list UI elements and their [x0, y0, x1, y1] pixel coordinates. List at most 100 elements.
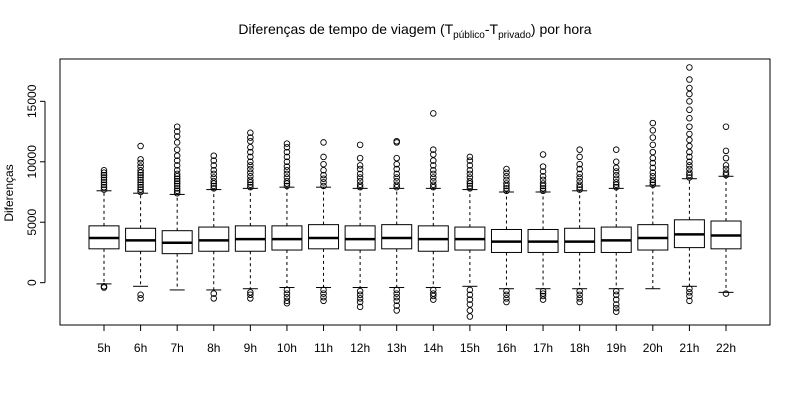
outlier-point — [576, 186, 583, 193]
outlier-point — [393, 174, 400, 181]
outlier-point — [612, 179, 620, 186]
outlier-point — [722, 147, 730, 155]
outlier-point — [503, 185, 510, 192]
outlier-point — [210, 185, 218, 192]
y-axis-label: Diferenças — [2, 164, 16, 221]
outlier-point — [722, 169, 730, 176]
outlier-point — [393, 293, 400, 301]
outlier-point — [393, 165, 400, 173]
outlier-point — [686, 98, 693, 105]
outlier-point — [430, 174, 437, 181]
outlier-point — [576, 177, 583, 185]
outlier-point — [686, 64, 693, 71]
outlier-point — [247, 176, 254, 184]
outlier-point — [466, 177, 474, 185]
outlier-point — [686, 165, 693, 173]
outlier-point — [393, 307, 400, 314]
outlier-point — [430, 181, 437, 188]
outlier-point — [283, 153, 291, 161]
outlier-point — [430, 151, 437, 158]
x-tick-label: 19h — [606, 341, 626, 355]
outlier-point — [686, 174, 693, 181]
outlier-point — [649, 181, 657, 188]
outlier-point — [100, 169, 108, 176]
outlier-point — [649, 127, 657, 134]
outlier-point — [100, 171, 108, 179]
outlier-point — [100, 284, 108, 291]
outlier-point — [686, 136, 693, 144]
outlier-point — [137, 159, 144, 167]
outlier-point — [247, 129, 254, 137]
box-10h — [271, 140, 303, 307]
title-sub-privado: privado — [498, 30, 531, 41]
outlier-point — [356, 174, 364, 181]
outlier-point — [539, 176, 547, 184]
outlier-point — [247, 134, 254, 141]
box-8h — [198, 152, 230, 302]
outlier-point — [649, 119, 657, 127]
x-tick-label: 15h — [460, 341, 480, 355]
outlier-point — [539, 292, 547, 300]
outlier-point — [612, 183, 620, 191]
outlier-point — [100, 174, 108, 181]
outlier-point — [100, 179, 108, 186]
outlier-point — [576, 291, 583, 299]
outlier-point — [283, 140, 291, 147]
outlier-point — [356, 181, 364, 188]
outlier-point — [576, 174, 583, 181]
outlier-point — [576, 160, 583, 168]
outlier-point — [576, 146, 583, 153]
outlier-point — [247, 137, 254, 145]
outlier-point — [503, 169, 510, 176]
outlier-point — [430, 296, 437, 303]
outlier-point — [320, 160, 327, 168]
outlier-point — [173, 189, 181, 197]
outlier-point — [210, 162, 218, 169]
outlier-point — [356, 291, 364, 299]
x-tick-label: 12h — [350, 341, 370, 355]
outlier-point — [539, 173, 547, 180]
outlier-point — [137, 181, 144, 188]
outlier-point — [466, 296, 474, 303]
title-prefix: Diferenças de tempo de viagem (T — [238, 21, 453, 37]
box-14h — [417, 110, 449, 303]
outlier-point — [466, 313, 474, 320]
outlier-point — [539, 185, 547, 192]
x-tick-label: 20h — [643, 341, 663, 355]
outlier-point — [686, 130, 693, 138]
title-mid: -T — [485, 21, 499, 37]
outlier-point — [283, 177, 291, 185]
outlier-point — [100, 176, 108, 184]
outlier-point — [137, 295, 144, 302]
outlier-point — [137, 174, 144, 181]
outlier-point — [686, 90, 693, 98]
outlier-point — [173, 146, 181, 153]
outlier-point — [576, 181, 583, 188]
outlier-point — [393, 290, 400, 297]
outlier-point — [466, 286, 474, 294]
outlier-point — [539, 287, 547, 295]
outlier-point — [503, 180, 510, 187]
outlier-point — [466, 162, 474, 169]
outlier-point — [137, 163, 144, 170]
outlier-point — [393, 181, 400, 188]
outlier-point — [393, 137, 400, 145]
outlier-point — [283, 163, 291, 170]
outlier-point — [503, 287, 510, 295]
outlier-point — [210, 157, 218, 164]
outlier-point — [612, 171, 620, 179]
outlier-point — [100, 166, 108, 174]
outlier-point — [686, 158, 693, 166]
outlier-point — [430, 162, 437, 169]
outlier-point — [503, 298, 510, 306]
box-9h — [234, 129, 266, 302]
outlier-point — [686, 162, 693, 169]
outlier-point — [686, 289, 693, 296]
outlier-point — [283, 286, 291, 294]
outlier-point — [430, 177, 437, 185]
title-sub-publico: público — [453, 30, 485, 41]
outlier-point — [686, 142, 693, 150]
outlier-point — [247, 291, 254, 299]
outlier-point — [686, 292, 693, 300]
box-20h — [637, 119, 669, 290]
